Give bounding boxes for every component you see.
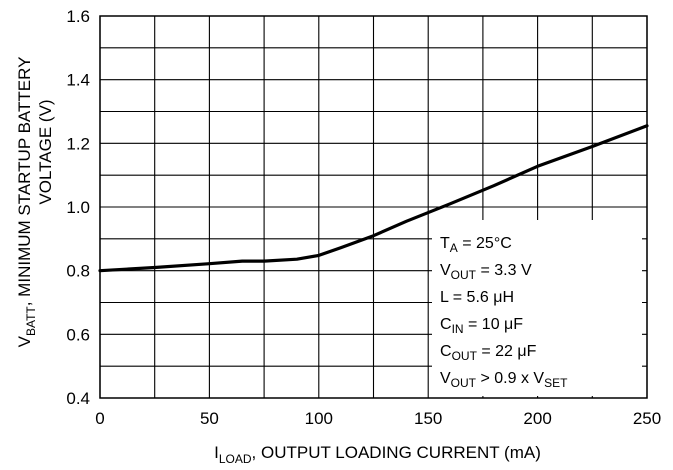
y-tick-label: 0.8 xyxy=(66,262,90,281)
y-axis-title: VBATT, MINIMUM STARTUP BATTERY VOLTAGE (… xyxy=(15,57,55,348)
x-tick-label: 250 xyxy=(633,409,661,428)
x-tick-labels: 0 50 100 150 200 250 xyxy=(95,409,661,428)
y-axis-title-main: V xyxy=(15,335,34,347)
y-tick-labels: 0.4 0.6 0.8 1.0 1.2 1.4 1.6 xyxy=(66,7,90,408)
series-layer xyxy=(98,124,649,273)
y-tick-label: 1.0 xyxy=(66,198,90,217)
annotation-line: CIN = 10 μF xyxy=(440,316,523,336)
annotation-line: TA = 25°C xyxy=(440,235,512,255)
y-axis-title-line2: VOLTAGE (V) xyxy=(36,99,55,204)
plot-frame xyxy=(99,15,648,399)
x-axis-title: ILOAD, OUTPUT LOADING CURRENT (mA) xyxy=(214,443,541,466)
conditions-annotation: TA = 25°C VOUT = 3.3 V L = 5.6 μH CIN = 10 … xyxy=(440,235,568,390)
annotation-line: VOUT > 0.9 x VSET xyxy=(440,370,568,390)
annotation-line: L = 5.6 μH xyxy=(440,289,514,306)
y-axis-title-sub: BATT xyxy=(24,306,38,336)
x-axis-title-sub: LOAD xyxy=(219,452,252,466)
annotation-background xyxy=(432,220,642,396)
y-tick-label: 1.2 xyxy=(66,134,90,153)
y-tick-label: 0.6 xyxy=(66,325,90,344)
annotation-line: COUT = 22 μF xyxy=(440,343,537,363)
series-line xyxy=(98,124,649,273)
x-tick-label: 100 xyxy=(305,409,333,428)
x-tick-label: 0 xyxy=(95,409,104,428)
y-tick-label: 1.6 xyxy=(66,7,90,26)
annotation-box xyxy=(432,220,642,396)
y-axis-title-line1: VBATT, MINIMUM STARTUP BATTERY xyxy=(15,57,38,348)
x-tick-label: 200 xyxy=(523,409,551,428)
x-axis-title-rest: , OUTPUT LOADING CURRENT (mA) xyxy=(252,443,541,462)
x-tick-label: 150 xyxy=(414,409,442,428)
y-tick-label: 0.4 xyxy=(66,389,90,408)
x-axis-title-main: I xyxy=(214,443,219,462)
x-tick-label: 50 xyxy=(200,409,219,428)
y-axis-title-rest: , MINIMUM STARTUP BATTERY xyxy=(15,57,34,307)
annotation-line: VOUT = 3.3 V xyxy=(440,262,532,282)
y-tick-label: 1.4 xyxy=(66,71,90,90)
